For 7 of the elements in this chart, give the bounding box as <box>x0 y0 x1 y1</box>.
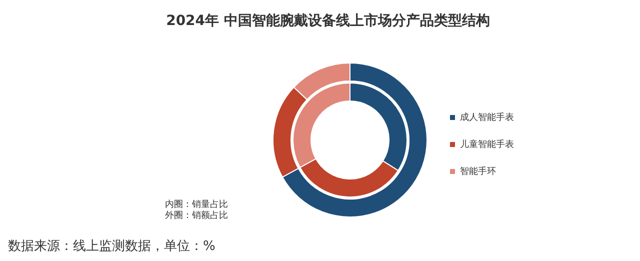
chart-title: 2024年 中国智能腕戴设备线上市场分产品类型结构 <box>165 12 491 30</box>
source-note: 数据来源：线上监测数据，单位：% <box>8 238 216 255</box>
legend-label: 成人智能手表 <box>460 112 514 124</box>
text: 外圈：销额占比 <box>165 210 228 222</box>
text: 内圈：销量占比 <box>165 198 228 210</box>
legend-label: 儿童智能手表 <box>460 138 514 151</box>
legend-label: 智能手环 <box>460 166 496 178</box>
